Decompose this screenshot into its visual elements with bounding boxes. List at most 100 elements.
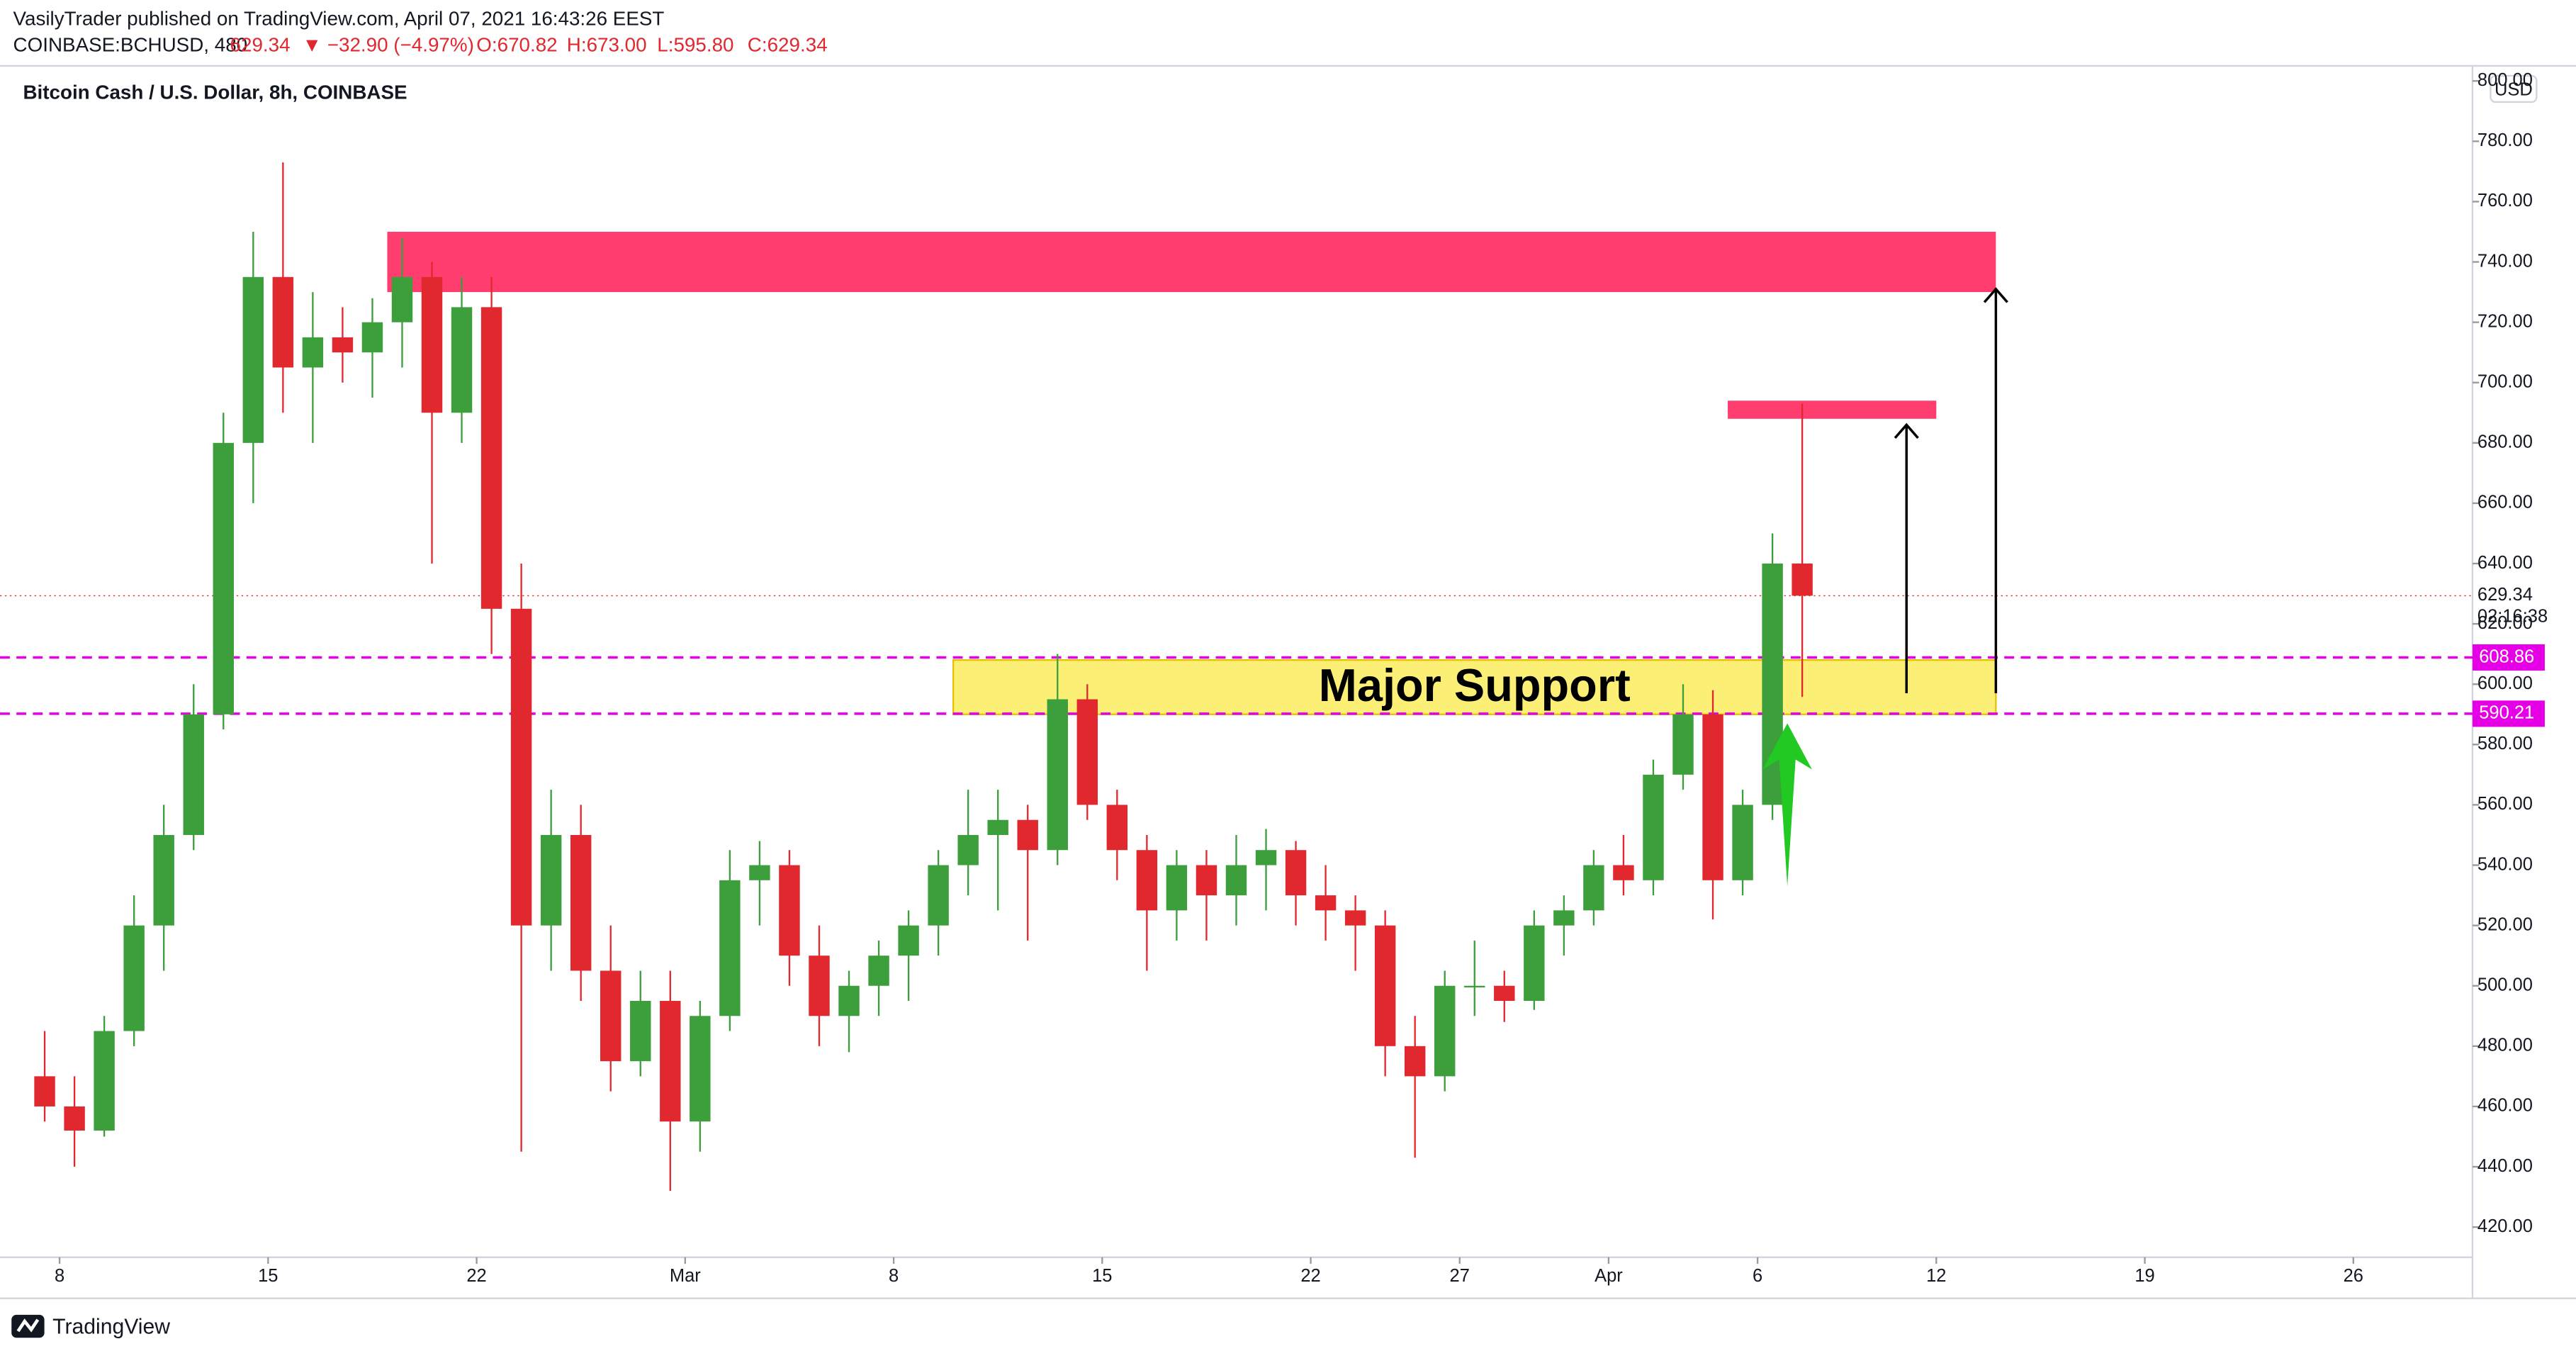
currency[interactable]: USD xyxy=(2495,79,2533,99)
x-tick-label: 15 xyxy=(1092,1266,1112,1286)
candle-body xyxy=(868,956,889,986)
zone-label: Major Support xyxy=(1319,659,1631,711)
y-tick-label: 700.00 xyxy=(2477,371,2533,391)
candle-body xyxy=(749,865,770,880)
countdown: 02:16:38 xyxy=(2477,606,2548,626)
y-tick-label: 520.00 xyxy=(2477,914,2533,934)
candle-body xyxy=(1524,925,1545,1002)
x-tick-label: 8 xyxy=(889,1266,899,1286)
currency-box[interactable] xyxy=(2490,74,2538,103)
candle-body xyxy=(34,1076,55,1106)
zone xyxy=(952,659,1997,715)
last: 629.34 xyxy=(230,33,291,55)
candle-body xyxy=(809,956,830,1016)
candle-body xyxy=(64,1106,85,1131)
candle-body xyxy=(719,880,741,1016)
candle-body xyxy=(838,985,860,1016)
candle-body xyxy=(183,714,204,835)
candle-body xyxy=(1047,699,1068,851)
low: L:595.80 xyxy=(657,33,733,55)
candle-body xyxy=(123,925,145,1031)
y-tick-label: 620.00 xyxy=(2477,613,2533,633)
candle-body xyxy=(1106,805,1128,851)
y-tick-label: 540.00 xyxy=(2477,854,2533,874)
y-tick-label: 440.00 xyxy=(2477,1156,2533,1176)
zone xyxy=(387,231,1996,293)
footer: TradingView xyxy=(52,1315,170,1338)
candle-body xyxy=(1792,564,1813,596)
y-tick-label: 500.00 xyxy=(2477,975,2533,994)
candle-body xyxy=(1076,699,1098,805)
candle-body xyxy=(928,865,949,926)
x-tick-label: 27 xyxy=(1450,1266,1470,1286)
y-tick-label: 460.00 xyxy=(2477,1096,2533,1116)
candle-body xyxy=(332,337,354,353)
last-price-label: 629.34 xyxy=(2477,585,2533,605)
y-tick-label: 600.00 xyxy=(2477,673,2533,693)
candle-body xyxy=(451,307,473,413)
candle-body xyxy=(1732,805,1753,880)
candle-body xyxy=(1702,714,1723,880)
candle-body xyxy=(94,1031,115,1131)
level-label: 590.21 xyxy=(2479,703,2534,723)
candle-body xyxy=(1255,850,1277,865)
candle-body xyxy=(421,276,443,413)
candle-body xyxy=(1166,865,1188,911)
level-label: 608.86 xyxy=(2479,646,2534,666)
candle-body xyxy=(957,834,979,865)
candle-body xyxy=(1583,865,1604,911)
symbol: COINBASE:BCHUSD, 480 xyxy=(13,33,248,55)
zone xyxy=(1728,400,1937,419)
candle-body xyxy=(302,337,324,368)
y-tick-label: 780.00 xyxy=(2477,130,2533,150)
arrow-head xyxy=(1983,287,2008,303)
y-tick-label: 680.00 xyxy=(2477,432,2533,452)
y-tick-label: 660.00 xyxy=(2477,493,2533,512)
y-tick-label: 580.00 xyxy=(2477,734,2533,753)
candle-body xyxy=(570,834,592,971)
candle-body xyxy=(540,834,562,926)
arrow xyxy=(1762,723,1812,887)
candle-body xyxy=(898,925,919,956)
candle-body xyxy=(480,307,502,609)
close: C:629.34 xyxy=(748,33,828,55)
candle-body xyxy=(600,970,621,1062)
candle-body xyxy=(510,608,532,926)
candle-body xyxy=(1136,850,1158,911)
x-tick-label: 8 xyxy=(55,1266,64,1286)
y-tick-label: 640.00 xyxy=(2477,553,2533,573)
candle-body xyxy=(1553,910,1575,926)
candle-body xyxy=(213,442,234,715)
candle-body xyxy=(1196,865,1217,896)
candle-body xyxy=(391,276,413,323)
y-tick-label: 720.00 xyxy=(2477,311,2533,331)
candle-body xyxy=(1017,819,1038,851)
candle-body xyxy=(1464,985,1485,988)
x-tick-label: 26 xyxy=(2344,1266,2363,1286)
x-tick-label: 19 xyxy=(2135,1266,2154,1286)
high: H:673.00 xyxy=(567,33,647,55)
candle-body xyxy=(690,1016,711,1122)
chart-title: Bitcoin Cash / U.S. Dollar, 8h, COINBASE xyxy=(23,82,407,103)
level-tag xyxy=(2472,644,2545,671)
y-tick-label: 420.00 xyxy=(2477,1216,2533,1236)
candle-body xyxy=(153,834,174,926)
x-tick-label: 12 xyxy=(1926,1266,1946,1286)
candle-body xyxy=(1613,865,1634,880)
candle-body xyxy=(660,1001,681,1122)
candle-body xyxy=(1434,985,1456,1077)
candle-body xyxy=(1672,714,1694,775)
candle-body xyxy=(630,1001,651,1062)
y-tick-label: 560.00 xyxy=(2477,794,2533,814)
candle-body xyxy=(1344,910,1366,926)
x-tick-label: 6 xyxy=(1753,1266,1762,1286)
plot: 420.00 440.00 460.00 480.00 500.00 520.00 540.… xyxy=(0,70,2548,1286)
open: O:670.82 xyxy=(476,33,557,55)
x-tick-label: 15 xyxy=(258,1266,278,1286)
y-tick-label: 760.00 xyxy=(2477,191,2533,211)
x-tick-label: Mar xyxy=(670,1266,701,1286)
change: ▼ −32.90 (−4.97%) xyxy=(303,33,474,55)
candle-body xyxy=(1494,985,1515,1002)
candle-body xyxy=(1225,865,1247,896)
